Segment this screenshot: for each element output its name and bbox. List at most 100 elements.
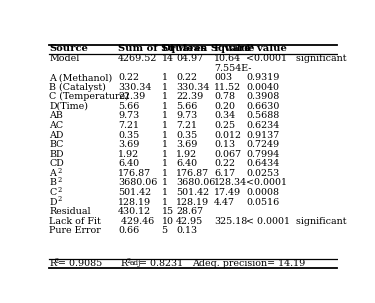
Text: 1: 1 xyxy=(162,178,168,187)
Text: 1: 1 xyxy=(162,131,168,140)
Text: 0.35: 0.35 xyxy=(176,131,198,140)
Text: P value: P value xyxy=(246,44,287,53)
Text: 0.7994: 0.7994 xyxy=(246,150,279,159)
Text: C: C xyxy=(49,188,57,197)
Text: 4269.52: 4269.52 xyxy=(118,54,158,63)
Text: 11.52: 11.52 xyxy=(214,83,241,92)
Text: <0.0001   significant: <0.0001 significant xyxy=(246,54,346,63)
Text: B (Catalyst): B (Catalyst) xyxy=(49,83,106,92)
Text: 0.3908: 0.3908 xyxy=(246,92,279,101)
Text: Adeq. precision= 14.19: Adeq. precision= 14.19 xyxy=(192,259,305,268)
Text: 04.97: 04.97 xyxy=(176,54,203,63)
Text: A: A xyxy=(49,169,56,178)
Text: Source: Source xyxy=(49,44,88,53)
Text: CD: CD xyxy=(49,159,64,168)
Text: 0.66: 0.66 xyxy=(118,226,140,235)
Text: AB: AB xyxy=(49,112,63,120)
Text: 1: 1 xyxy=(162,169,168,178)
Text: 003: 003 xyxy=(214,73,232,82)
Text: 0.7249: 0.7249 xyxy=(246,140,279,149)
Text: 6.40: 6.40 xyxy=(118,159,139,168)
Text: D: D xyxy=(49,198,57,207)
Text: = 0.9085: = 0.9085 xyxy=(58,259,102,268)
Text: 430.12: 430.12 xyxy=(118,207,151,216)
Text: BD: BD xyxy=(49,150,64,159)
Text: 3680.06: 3680.06 xyxy=(118,178,158,187)
Text: AD: AD xyxy=(49,131,64,140)
Text: 128.34: 128.34 xyxy=(214,178,247,187)
Text: 3.69: 3.69 xyxy=(118,140,140,149)
Text: 1.92: 1.92 xyxy=(176,150,197,159)
Text: 2: 2 xyxy=(55,257,59,265)
Text: 7.21: 7.21 xyxy=(176,121,197,130)
Text: 0.13: 0.13 xyxy=(176,226,197,235)
Text: 2: 2 xyxy=(57,176,62,184)
Text: Residual: Residual xyxy=(49,207,91,216)
Text: C (Temperature): C (Temperature) xyxy=(49,92,129,101)
Text: 1: 1 xyxy=(162,92,168,101)
Text: 28.67: 28.67 xyxy=(176,207,203,216)
Text: 1: 1 xyxy=(162,140,168,149)
Text: R: R xyxy=(121,259,128,268)
Text: 1.92: 1.92 xyxy=(118,150,139,159)
Text: 330.34: 330.34 xyxy=(118,83,152,92)
Text: adj: adj xyxy=(130,259,141,268)
Text: 1: 1 xyxy=(162,102,168,111)
Text: 5.66: 5.66 xyxy=(176,102,198,111)
Text: Sum of Squares: Sum of Squares xyxy=(118,44,207,53)
Text: AC: AC xyxy=(49,121,63,130)
Text: 0.22: 0.22 xyxy=(214,159,235,168)
Text: 10: 10 xyxy=(162,217,174,226)
Text: 1: 1 xyxy=(162,188,168,197)
Text: 176.87: 176.87 xyxy=(176,169,209,178)
Text: 128.19: 128.19 xyxy=(176,198,209,207)
Text: = 0.8231: = 0.8231 xyxy=(139,259,183,268)
Text: 4.47: 4.47 xyxy=(214,198,235,207)
Text: Pure Error: Pure Error xyxy=(49,226,101,235)
Text: 0.0253: 0.0253 xyxy=(246,169,279,178)
Text: 5.66: 5.66 xyxy=(118,102,140,111)
Text: 1: 1 xyxy=(162,121,168,130)
Text: D(Time): D(Time) xyxy=(49,102,88,111)
Text: 3.69: 3.69 xyxy=(176,140,198,149)
Text: < 0.0001  significant: < 0.0001 significant xyxy=(246,217,346,226)
Text: 22.39: 22.39 xyxy=(118,92,146,101)
Text: 0.22: 0.22 xyxy=(118,73,139,82)
Text: BC: BC xyxy=(49,140,64,149)
Text: 0.0040: 0.0040 xyxy=(246,83,279,92)
Text: 7.554E-: 7.554E- xyxy=(214,64,252,73)
Text: 17.49: 17.49 xyxy=(214,188,241,197)
Text: 0.35: 0.35 xyxy=(118,131,140,140)
Text: 9.73: 9.73 xyxy=(176,112,198,120)
Text: 0.5688: 0.5688 xyxy=(246,112,279,120)
Text: 429.46: 429.46 xyxy=(118,217,154,226)
Text: 2: 2 xyxy=(126,257,131,265)
Text: 176.87: 176.87 xyxy=(118,169,151,178)
Text: 1: 1 xyxy=(162,159,168,168)
Text: 0.22: 0.22 xyxy=(176,73,197,82)
Text: 1: 1 xyxy=(162,198,168,207)
Text: 501.42: 501.42 xyxy=(118,188,151,197)
Text: 14: 14 xyxy=(162,54,174,63)
Text: 0.0008: 0.0008 xyxy=(246,188,279,197)
Text: 22.39: 22.39 xyxy=(176,92,204,101)
Text: 2: 2 xyxy=(57,167,62,175)
Text: B: B xyxy=(49,178,56,187)
Text: 5: 5 xyxy=(162,226,168,235)
Text: A (Methanol): A (Methanol) xyxy=(49,73,112,82)
Text: R: R xyxy=(49,259,56,268)
Text: 501.42: 501.42 xyxy=(176,188,209,197)
Text: 7.21: 7.21 xyxy=(118,121,139,130)
Text: Mean Square: Mean Square xyxy=(176,44,251,53)
Text: 0.0516: 0.0516 xyxy=(246,198,279,207)
Text: 0.067: 0.067 xyxy=(214,150,241,159)
Text: 2: 2 xyxy=(57,186,62,194)
Text: 330.34: 330.34 xyxy=(176,83,210,92)
Text: 1: 1 xyxy=(162,83,168,92)
Text: F value: F value xyxy=(214,44,255,53)
Text: 325.18: 325.18 xyxy=(214,217,247,226)
Text: 1: 1 xyxy=(162,112,168,120)
Text: 0.13: 0.13 xyxy=(214,140,235,149)
Text: <0.0001: <0.0001 xyxy=(246,178,287,187)
Text: 10.64: 10.64 xyxy=(214,54,241,63)
